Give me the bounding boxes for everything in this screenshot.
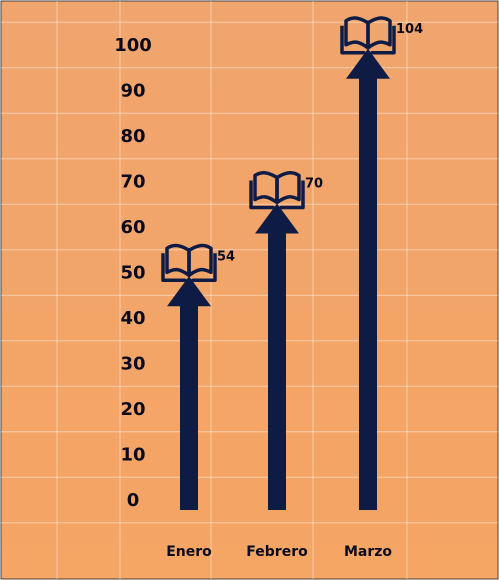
bar-arrow-head [255,203,299,234]
y-tick-label: 30 [120,354,145,375]
bar-arrow-shaft [359,76,377,511]
data-label: 54 [217,249,235,264]
open-book-icon [340,16,396,58]
bar-arrow-head [346,48,390,79]
data-label: 70 [305,177,323,192]
bar-arrow-shaft [180,304,198,510]
y-tick-label: 90 [120,81,145,102]
bar-marzo: 104 [340,16,423,511]
bar-febrero: 70 [249,171,323,510]
y-tick-label: 80 [120,126,145,147]
y-tick-label: 100 [114,35,152,56]
y-tick-label: 10 [120,445,145,466]
y-tick-label: 0 [127,490,140,511]
open-book-icon [161,243,217,286]
y-tick-label: 50 [120,263,145,284]
open-book-icon [249,171,305,213]
bars: 54 70 104 [161,16,423,511]
x-category-label: Febrero [246,544,308,560]
data-label: 104 [396,22,423,37]
y-tick-label: 60 [120,217,145,238]
x-category-label: Marzo [344,544,392,560]
y-tick-label: 70 [120,172,145,193]
y-axis-ticks: 0 10 20 30 40 50 60 70 80 90 100 [114,35,152,511]
y-tick-label: 40 [120,308,145,329]
x-axis-categories: Enero Febrero Marzo [166,544,392,560]
x-category-label: Enero [166,544,212,560]
bar-enero: 54 [161,243,235,510]
bar-arrow-shaft [268,231,286,510]
y-tick-label: 20 [120,399,145,420]
bar-arrow-head [167,276,211,307]
